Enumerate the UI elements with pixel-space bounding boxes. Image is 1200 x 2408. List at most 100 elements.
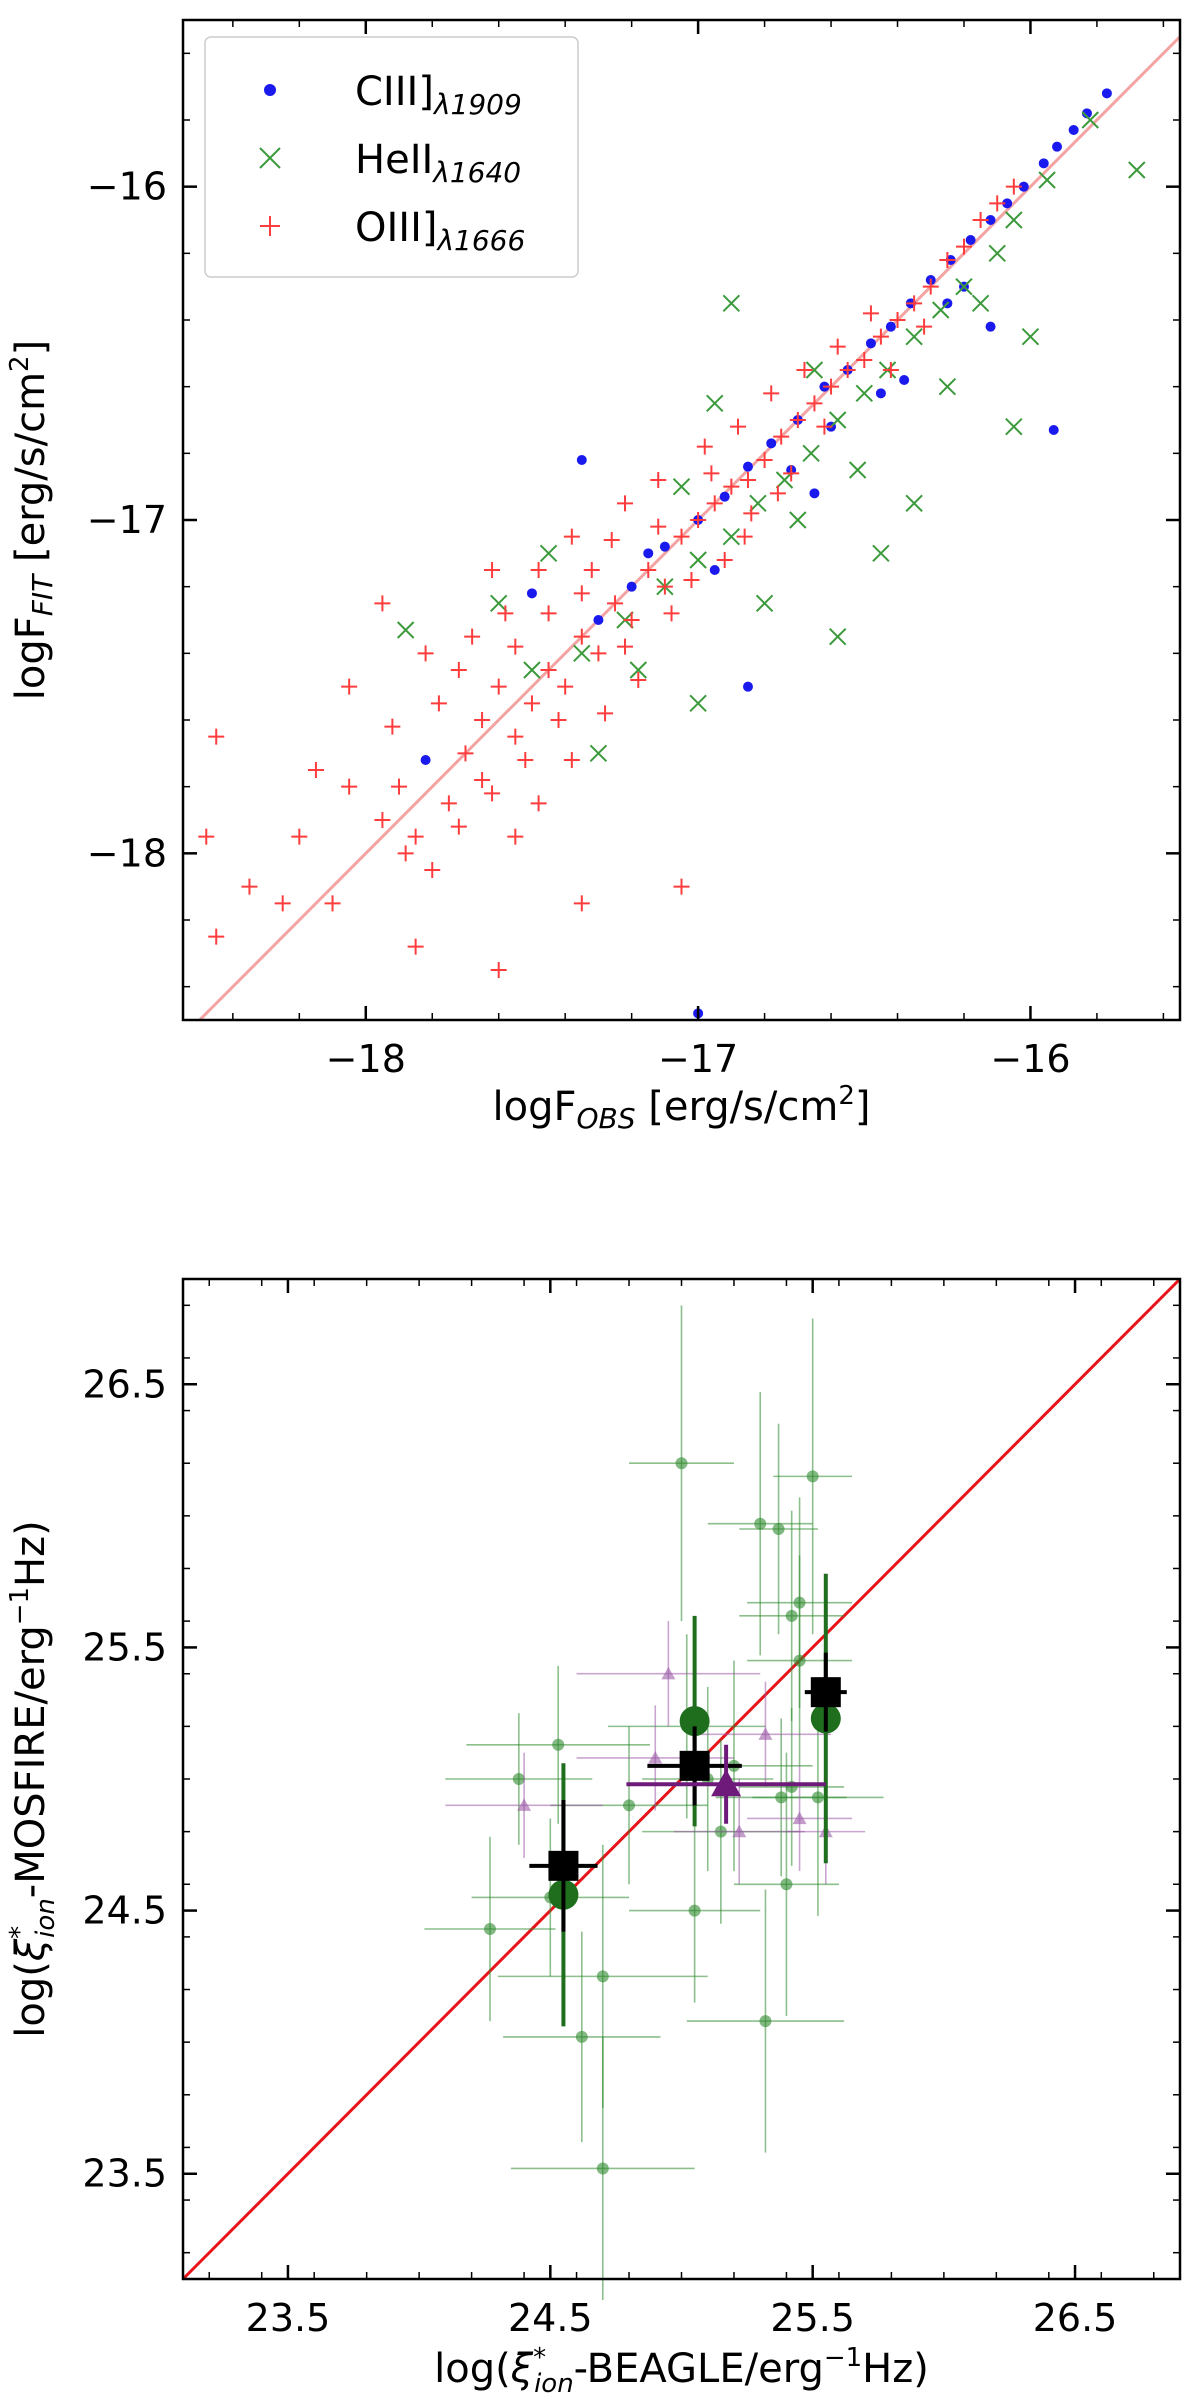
data-point (589, 744, 608, 763)
data-point (716, 552, 733, 568)
data-point (650, 518, 667, 535)
data-point (623, 612, 640, 628)
data-point (932, 301, 950, 319)
data-point (659, 541, 670, 552)
x-axis-label: log(ξ* ion-BEAGLE/erg−1Hz) (434, 2343, 929, 2399)
data-point (709, 565, 720, 575)
data-point (785, 1609, 798, 1622)
data-point (1038, 158, 1049, 169)
data-point (985, 321, 996, 332)
y-label-unit: [erg/s/cm (8, 372, 54, 575)
y-label-pre: log( (8, 1961, 54, 2038)
y-tick-label: −16 (87, 165, 167, 209)
data-point (464, 628, 481, 645)
y-label-sub: ion (31, 1898, 61, 1938)
x-label-pre: log( (434, 2346, 511, 2392)
data-point (648, 1750, 663, 1764)
data-point (719, 491, 730, 502)
data-point (758, 1727, 773, 1740)
data-point (573, 628, 590, 645)
data-point (971, 294, 990, 313)
data-point (955, 277, 973, 296)
x-label-sup2: −1 (824, 2343, 862, 2373)
x-tick-label: −17 (658, 1037, 738, 1081)
legend-label: CIII]λ1909 (355, 69, 522, 121)
y-label-sup: * (5, 1926, 35, 1939)
data-point (855, 384, 873, 403)
data-point (906, 295, 923, 312)
data-point (630, 672, 647, 688)
data-point (723, 478, 740, 495)
data-point (759, 2015, 772, 2028)
data-point (1038, 171, 1056, 189)
data-point (828, 627, 847, 646)
x-axis-label: logFOBS [erg/s/cm2] (493, 1081, 871, 1135)
data-point (916, 318, 933, 335)
data-point (374, 812, 391, 828)
data-point (856, 352, 873, 368)
data-point (661, 1666, 676, 1680)
data-point (573, 644, 591, 663)
data-point (384, 718, 401, 735)
data-point (696, 438, 713, 455)
legend: CIII]λ1909 HeIIλ1640 OIII]λ1666 (204, 36, 579, 278)
data-point (988, 244, 1006, 263)
data-point (1048, 425, 1059, 435)
data-point (810, 1677, 841, 1708)
data-point (617, 638, 634, 655)
data-point (1052, 141, 1063, 152)
x-tick-label: 26.5 (1033, 2296, 1118, 2340)
data-point (889, 312, 906, 328)
plus-series (198, 178, 1022, 978)
data-point (742, 461, 753, 472)
data-point (783, 465, 800, 482)
data-point (526, 588, 537, 599)
data-point (706, 394, 724, 413)
data-point (679, 1706, 710, 1737)
data-point (407, 828, 424, 845)
data-point (576, 455, 587, 465)
x-label-sup: 2 (838, 1081, 855, 1111)
data-point (688, 1904, 701, 1917)
data-point (1021, 327, 1040, 346)
data-point (1005, 178, 1022, 195)
data-point (563, 528, 580, 545)
data-point (629, 661, 648, 679)
data-point (789, 511, 807, 529)
data-point (816, 418, 833, 435)
data-point (829, 338, 846, 355)
x-label-tail: -BEAGLE/erg (574, 2346, 824, 2392)
data-point (766, 438, 777, 449)
legend-label-main: OIII] (355, 205, 437, 251)
x-label-sub: ion (534, 2369, 574, 2399)
legend-label-sub: λ1666 (435, 224, 525, 257)
data-point (573, 585, 590, 602)
data-point (839, 362, 856, 378)
data-point (736, 528, 753, 545)
y-tick-label: −18 (87, 831, 167, 875)
legend-label-sub: λ1909 (432, 88, 522, 121)
y-tick-label: 24.5 (82, 1889, 167, 1933)
data-point (955, 238, 972, 255)
data-point (583, 562, 600, 578)
data-point (1081, 108, 1092, 119)
data-point (241, 878, 258, 895)
data-point (597, 705, 614, 722)
data-point (450, 818, 467, 835)
data-point (848, 461, 867, 479)
data-point (575, 2030, 588, 2043)
data-point (407, 938, 424, 955)
legend-box (204, 36, 579, 278)
data-point (1005, 417, 1023, 436)
data-point (440, 795, 457, 812)
data-point (706, 495, 723, 512)
data-point (793, 1654, 806, 1667)
data-point (773, 428, 790, 445)
data-point (739, 472, 756, 488)
data-point (663, 605, 680, 622)
data-point (557, 678, 574, 695)
data-point (756, 452, 773, 468)
data-point (374, 595, 391, 612)
data-point (490, 962, 507, 978)
data-point (550, 712, 567, 728)
